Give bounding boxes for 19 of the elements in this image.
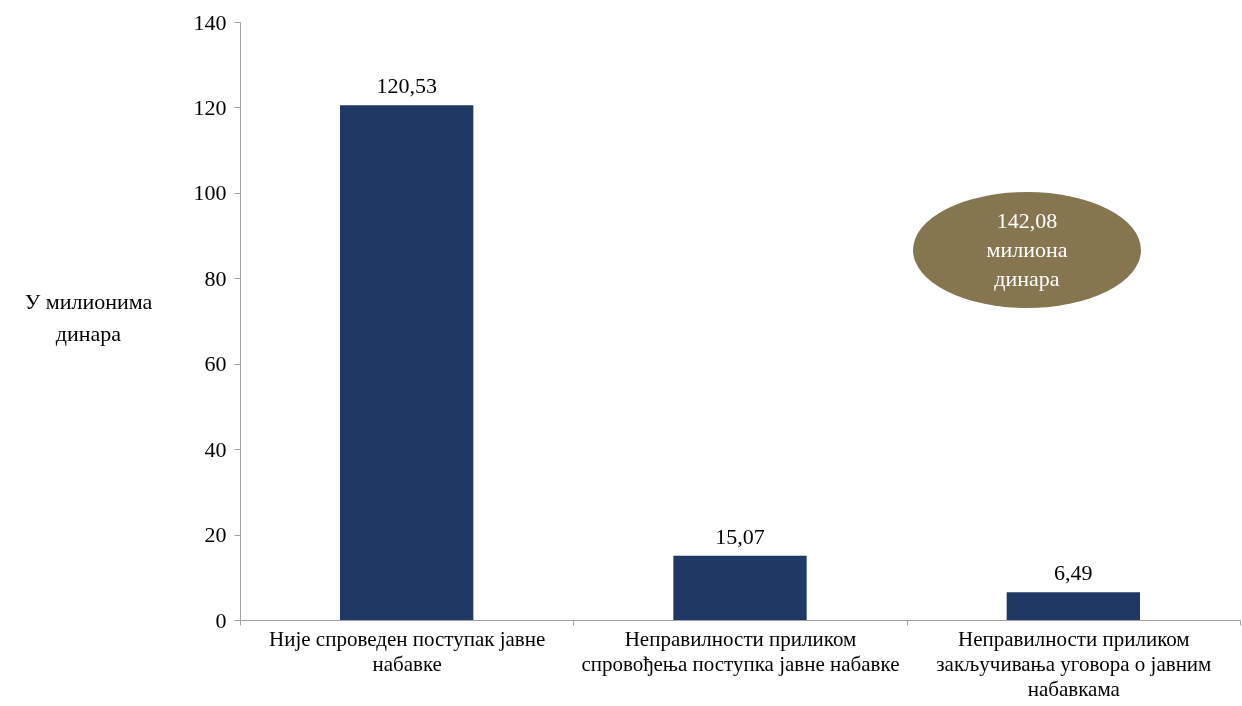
- bar: [673, 555, 807, 620]
- y-tick-label: 20: [204, 522, 227, 548]
- y-tick-label: 120: [193, 94, 227, 120]
- bar: [340, 105, 474, 620]
- y-axis-title: У милионима динара: [24, 288, 153, 346]
- y-tick-label: 40: [204, 436, 227, 462]
- y-tick-label: 80: [204, 265, 227, 291]
- data-label: 15,07: [715, 523, 765, 549]
- bar: [1006, 592, 1140, 620]
- y-tick-label: 0: [215, 607, 227, 633]
- data-label: 6,49: [1054, 560, 1093, 586]
- y-tick-label: 60: [204, 351, 227, 377]
- y-tick-label: 100: [193, 180, 227, 206]
- x-tick-label: Неправилности приликом спровођења поступка јавне набавке: [581, 626, 900, 676]
- annotation: 142,08 милиона динара: [985, 207, 1069, 293]
- y-tick-label: 140: [193, 9, 227, 35]
- x-tick-label: Није спроведен поступак јавне набавке: [269, 626, 546, 676]
- x-tick-label: Неправилности приликом закључивања уговора о јавним набавкама: [936, 626, 1212, 701]
- data-label: 120,53: [376, 73, 437, 99]
